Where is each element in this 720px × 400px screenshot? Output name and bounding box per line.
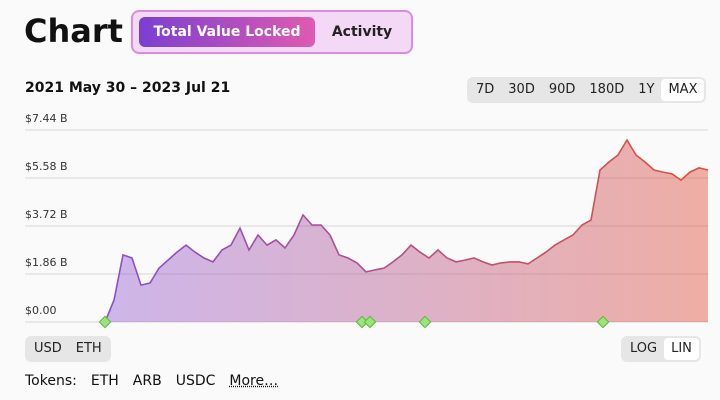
y-tick-label: $7.44 B: [25, 112, 68, 125]
tokens-label: Tokens:: [25, 373, 77, 389]
tokens: Tokens: ETH ARB USDC More…: [25, 373, 278, 389]
button[interactable]: 7D: [476, 82, 495, 97]
page-title: Chart: [24, 12, 123, 50]
y-tick-label: $1.86 B: [25, 256, 68, 269]
event-marker[interactable]: [363, 315, 377, 329]
y-tick-label: $0.00: [25, 304, 57, 317]
area-fill: [105, 140, 708, 322]
event-marker[interactable]: [596, 315, 610, 329]
event-markers: [98, 315, 610, 329]
button[interactable]: LIN: [664, 338, 699, 360]
button[interactable]: LOG: [630, 341, 658, 356]
event-marker[interactable]: [98, 315, 112, 329]
y-tick-label: $3.72 B: [25, 208, 68, 221]
button[interactable]: USD: [34, 341, 62, 356]
scale-buttons: LOG LIN: [621, 336, 701, 362]
token-link[interactable]: ETH: [90, 373, 119, 389]
button[interactable]: 90D: [548, 82, 576, 97]
tab[interactable]: Total Value Locked: [139, 17, 315, 47]
button[interactable]: 1Y: [638, 82, 655, 97]
button[interactable]: MAX: [661, 79, 705, 101]
event-marker[interactable]: [418, 315, 432, 329]
token-link[interactable]: USDC: [175, 373, 216, 389]
y-tick-label: $5.58 B: [25, 160, 68, 173]
button[interactable]: 30D: [508, 82, 535, 97]
tab-group: Total Value Locked Activity: [131, 10, 413, 54]
currency-buttons: USD ETH: [25, 336, 111, 362]
range-buttons: 7D 30D 90D 180D 1Y MAX: [467, 77, 707, 103]
tab[interactable]: Activity: [331, 24, 393, 40]
date-range: 2021 May 30 – 2023 Jul 21: [25, 80, 231, 96]
button[interactable]: ETH: [75, 341, 102, 356]
token-link[interactable]: More…: [229, 373, 279, 389]
token-link[interactable]: ARB: [132, 373, 162, 389]
line: [104, 138, 709, 323]
button[interactable]: 180D: [589, 82, 625, 97]
event-marker[interactable]: [355, 315, 369, 329]
